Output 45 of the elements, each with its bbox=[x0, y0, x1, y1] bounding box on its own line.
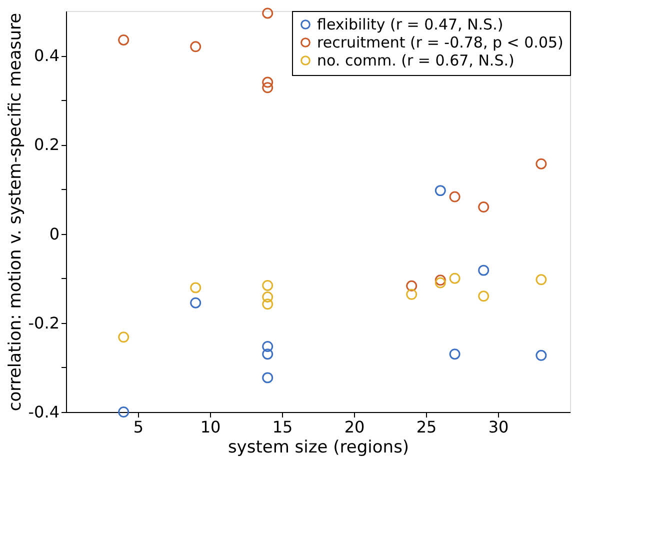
point bbox=[406, 280, 418, 292]
point bbox=[434, 185, 446, 196]
y-tick-label: 0.2 bbox=[34, 135, 60, 154]
y-tick-label: 0.4 bbox=[34, 46, 60, 66]
point bbox=[190, 297, 202, 308]
point bbox=[434, 274, 446, 286]
point bbox=[262, 82, 274, 94]
legend-label: recruitment (r = -0.78, p < 0.05) bbox=[317, 34, 564, 52]
point bbox=[478, 290, 490, 302]
x-tick-label: 15 bbox=[272, 418, 293, 436]
point bbox=[262, 372, 274, 384]
point bbox=[449, 272, 460, 284]
point bbox=[118, 406, 130, 418]
x-tick-label: 10 bbox=[200, 418, 221, 436]
point bbox=[449, 191, 460, 202]
point bbox=[536, 158, 547, 170]
point bbox=[536, 274, 547, 286]
point bbox=[262, 76, 274, 88]
point bbox=[536, 350, 547, 361]
y-tick-label: -0.4 bbox=[28, 402, 60, 422]
point bbox=[262, 341, 274, 352]
point bbox=[406, 288, 418, 300]
point bbox=[449, 348, 460, 360]
point bbox=[118, 34, 130, 46]
point bbox=[190, 41, 202, 52]
x-tick-label: 20 bbox=[344, 418, 365, 436]
x-tick-label: 5 bbox=[133, 418, 144, 436]
point bbox=[478, 202, 490, 213]
point bbox=[262, 280, 274, 291]
y-tick-label: 0 bbox=[49, 224, 60, 244]
x-tick-label: 25 bbox=[416, 418, 437, 436]
point bbox=[262, 348, 274, 360]
y-axis-title: correlation: motion v. system-specific measure bbox=[5, 12, 26, 412]
point bbox=[262, 292, 274, 303]
y-tick-label: -0.2 bbox=[28, 313, 60, 332]
point bbox=[434, 277, 446, 288]
point bbox=[190, 282, 202, 294]
legend-label: no. comm. (r = 0.67, N.S.) bbox=[317, 52, 514, 70]
legend-label: flexibility (r = 0.47, N.S.) bbox=[317, 16, 504, 34]
point bbox=[478, 264, 490, 276]
x-axis-title: system size (regions) bbox=[228, 438, 410, 458]
point bbox=[262, 298, 274, 310]
x-tick-label: 30 bbox=[488, 418, 509, 436]
point bbox=[262, 8, 274, 19]
point bbox=[118, 332, 130, 343]
